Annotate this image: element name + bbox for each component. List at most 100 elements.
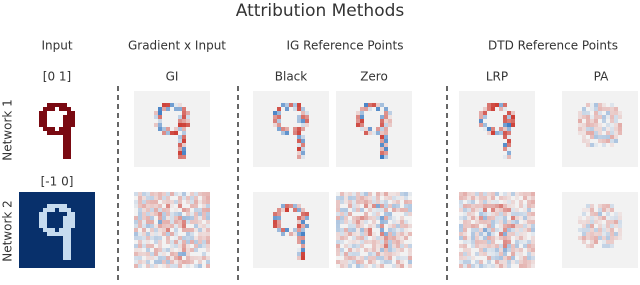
pixel <box>47 208 51 212</box>
pixel <box>459 260 463 264</box>
pixel <box>380 103 384 107</box>
pixel <box>336 204 340 208</box>
pixel <box>396 252 400 256</box>
pixel <box>495 244 499 248</box>
pixel <box>400 224 404 228</box>
pixel <box>404 256 408 260</box>
pixel <box>463 244 467 248</box>
pixel <box>356 192 360 196</box>
pixel <box>281 204 285 208</box>
pixel <box>594 107 598 111</box>
pixel <box>190 204 194 208</box>
pixel <box>174 131 178 135</box>
pixel <box>408 256 412 260</box>
pixel <box>503 192 507 196</box>
pixel <box>340 220 344 224</box>
pixel <box>297 220 301 224</box>
pixel <box>202 212 206 216</box>
pixel <box>138 200 142 204</box>
pixel <box>519 204 523 208</box>
pixel <box>511 260 515 264</box>
pixel <box>301 236 305 240</box>
pixel <box>475 252 479 256</box>
pixel <box>336 212 340 216</box>
pixel <box>178 252 182 256</box>
pixel <box>150 264 154 268</box>
pixel <box>388 252 392 256</box>
pixel <box>289 103 293 107</box>
pixel <box>372 212 376 216</box>
pixel <box>614 123 618 127</box>
pixel <box>158 204 162 208</box>
pixel <box>301 151 305 155</box>
pixel <box>511 200 515 204</box>
pixel <box>384 248 388 252</box>
pixel <box>515 220 519 224</box>
pixel <box>610 232 614 236</box>
pixel <box>376 212 380 216</box>
pixel <box>491 220 495 224</box>
pixel <box>348 204 352 208</box>
pixel <box>134 216 138 220</box>
pixel <box>352 208 356 212</box>
pixel <box>495 264 499 268</box>
pixel <box>206 212 210 216</box>
pixel <box>277 228 281 232</box>
pixel <box>507 212 511 216</box>
pixel <box>364 212 368 216</box>
pixel <box>364 240 368 244</box>
pixel <box>360 200 364 204</box>
pixel <box>531 236 535 240</box>
pixel <box>305 212 309 216</box>
map-background <box>134 91 210 167</box>
pixel <box>511 216 515 220</box>
pixel <box>499 212 503 216</box>
pixel <box>594 103 598 107</box>
pixel <box>301 143 305 147</box>
pixel <box>277 224 281 228</box>
pixel <box>380 192 384 196</box>
pixel <box>467 212 471 216</box>
pixel <box>47 232 51 236</box>
pixel <box>336 240 340 244</box>
pixel <box>39 111 43 115</box>
pixel <box>368 107 372 111</box>
pixel <box>194 240 198 244</box>
pixel <box>186 248 190 252</box>
pixel <box>606 232 610 236</box>
pixel <box>170 216 174 220</box>
pixel <box>368 127 372 131</box>
pixel <box>154 111 158 115</box>
pixel <box>150 208 154 212</box>
pixel <box>348 196 352 200</box>
pixel <box>178 107 182 111</box>
pixel <box>154 260 158 264</box>
pixel <box>55 103 59 107</box>
pixel <box>380 224 384 228</box>
pixel <box>376 192 380 196</box>
pixel <box>206 192 210 196</box>
pixel <box>356 256 360 260</box>
pixel <box>511 123 515 127</box>
pixel <box>610 115 614 119</box>
pixel <box>166 212 170 216</box>
pixel <box>499 216 503 220</box>
pixel <box>582 123 586 127</box>
pixel <box>507 192 511 196</box>
pixel <box>134 228 138 232</box>
pixel <box>150 192 154 196</box>
pixel <box>170 192 174 196</box>
pixel <box>368 196 372 200</box>
pixel <box>531 224 535 228</box>
pixel <box>380 236 384 240</box>
pixel <box>190 192 194 196</box>
pixel <box>408 224 412 228</box>
pixel <box>154 224 158 228</box>
pixel <box>305 119 309 123</box>
pixel <box>67 240 71 244</box>
pixel <box>507 256 511 260</box>
pixel <box>166 208 170 212</box>
pixel <box>281 232 285 236</box>
pixel <box>356 200 360 204</box>
pixel <box>174 236 178 240</box>
